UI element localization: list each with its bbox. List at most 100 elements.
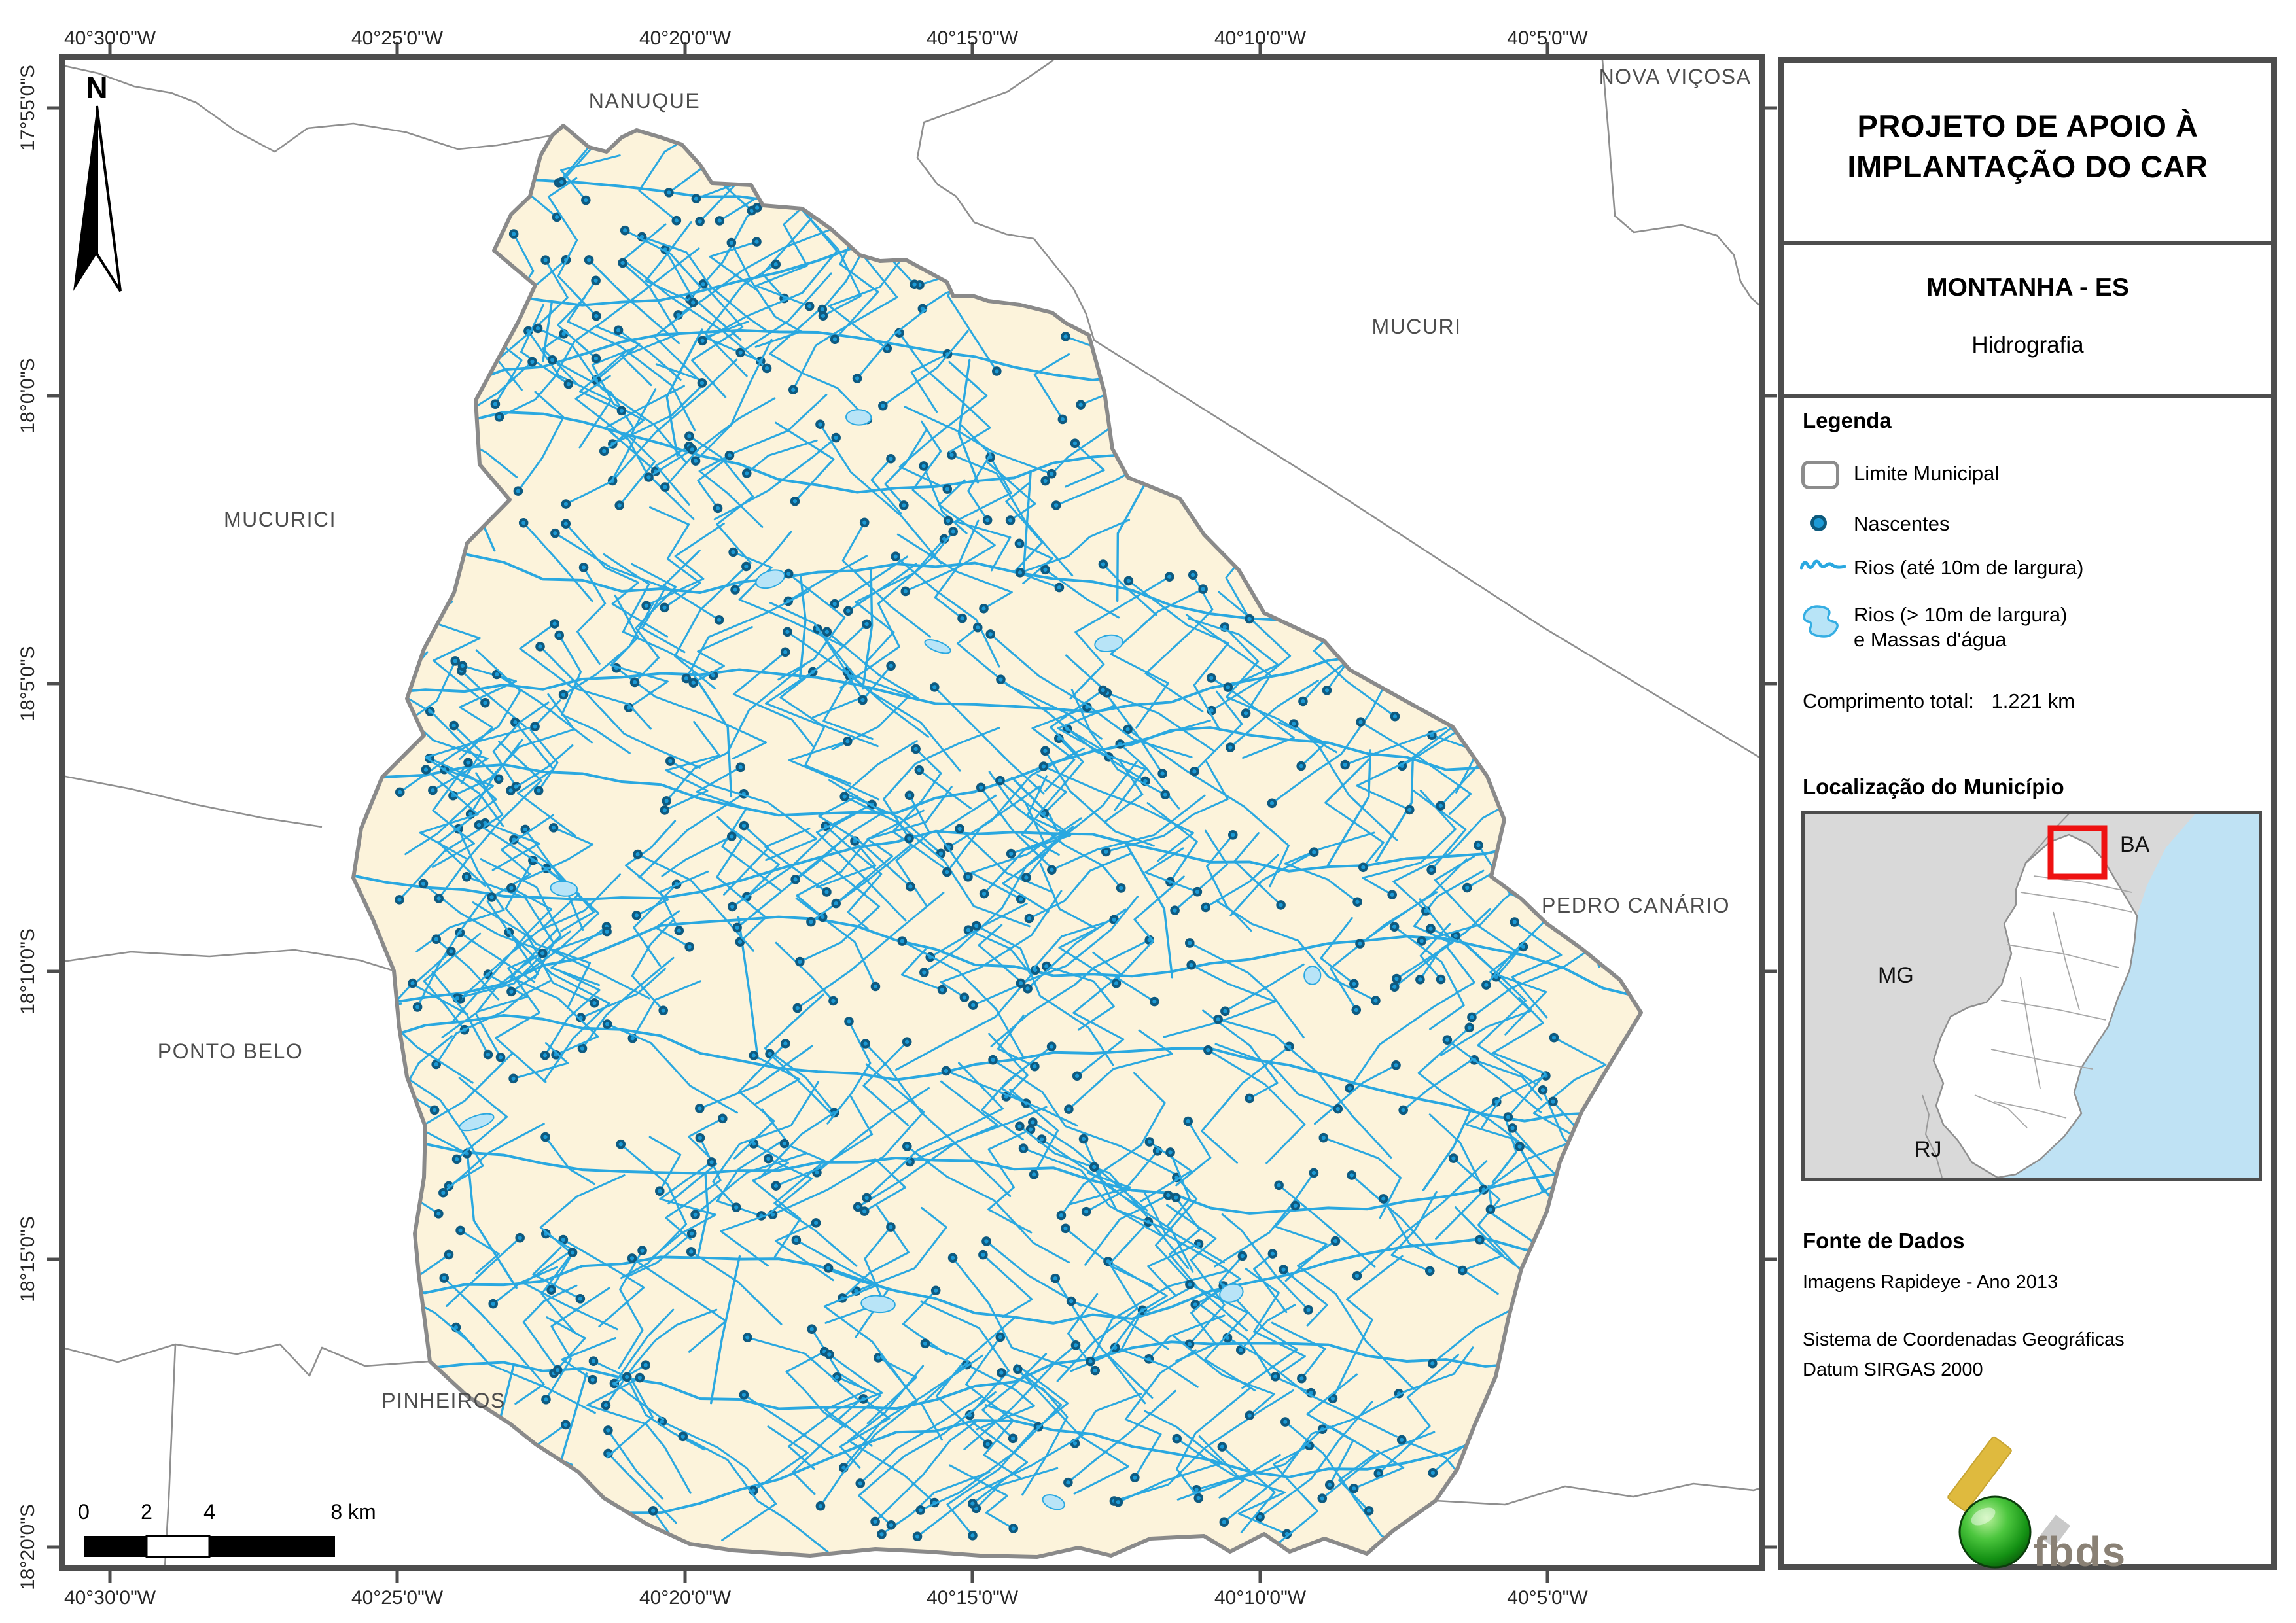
river-tributary <box>1223 1389 1409 1524</box>
spring-dot <box>1270 1372 1280 1382</box>
river-tributary <box>936 794 997 878</box>
river-tributary <box>855 538 945 665</box>
spring-dot <box>513 486 523 496</box>
spring-dot <box>1021 873 1031 882</box>
spring-dot <box>943 515 953 526</box>
spring-dot <box>807 1324 817 1335</box>
river-tributary <box>663 397 776 489</box>
river-connector <box>957 358 980 484</box>
water-body <box>459 1113 495 1132</box>
river-tributary <box>697 393 828 510</box>
spring-dot <box>444 1249 454 1260</box>
legend-item-limite: Limite Municipal <box>1800 453 2258 492</box>
river-tributary <box>992 1058 1180 1177</box>
spring-dot <box>537 948 548 958</box>
spring-dot <box>660 602 669 613</box>
spring-dot <box>886 453 896 464</box>
river-tributary <box>690 1250 783 1325</box>
spring-dot <box>947 450 957 460</box>
river-tributary <box>1356 1160 1488 1277</box>
river-tributary <box>828 255 905 350</box>
river-tributary <box>694 1153 807 1216</box>
spring-dot <box>548 823 559 833</box>
spring-dot <box>1345 1083 1355 1093</box>
spring-dot <box>1340 759 1350 770</box>
river-tributary <box>815 840 877 888</box>
river-tributary <box>1428 1113 1485 1191</box>
river-tributary <box>794 778 885 881</box>
spring-dot <box>1030 1061 1040 1072</box>
river-tributary <box>607 1429 664 1500</box>
spring-dot <box>1290 1200 1301 1211</box>
scalebar-end-label: 8 km <box>330 1500 376 1524</box>
river-tributary <box>988 771 1122 889</box>
spring-dot <box>493 774 504 784</box>
spring-dot <box>948 527 958 536</box>
river-tributary <box>785 1350 847 1429</box>
river-tributary <box>1362 789 1457 896</box>
river-tributary <box>774 1221 834 1282</box>
spring-dot <box>749 1051 759 1060</box>
logo-green-sphere-icon <box>1958 1495 2032 1569</box>
river-tributary <box>539 645 701 769</box>
river-tributary <box>1284 831 1375 903</box>
river-tributary <box>1320 916 1355 985</box>
spring-dot <box>995 775 1005 786</box>
legend-item-label: Nascentes <box>1854 512 1950 535</box>
river-tributary <box>981 1045 1053 1141</box>
spring-dot <box>577 1043 588 1053</box>
river-connector <box>1010 776 1059 832</box>
municipality-outline <box>351 124 1643 1559</box>
spring-dot <box>735 347 745 358</box>
river-tributary <box>1193 690 1243 773</box>
spring-dot <box>963 872 973 882</box>
river-tributary <box>442 1123 545 1194</box>
river-tributary <box>631 563 677 684</box>
spring-dot <box>862 1193 872 1203</box>
spring-dot <box>561 1420 571 1430</box>
river-trunk <box>353 135 1641 203</box>
spring-dot <box>1170 905 1180 915</box>
river-tributary <box>540 1251 576 1334</box>
lon-label-bottom: 40°30'0"W <box>64 1587 156 1609</box>
river-tributary <box>1395 898 1454 980</box>
project-title-line1: PROJETO DE APOIO À <box>1857 109 2199 143</box>
river-tributary <box>864 1043 1012 1198</box>
river-tributary <box>451 886 553 1023</box>
river-tributary <box>1314 1064 1398 1125</box>
river-tributary <box>892 748 945 869</box>
river-tributary <box>663 720 720 811</box>
river-tributary <box>1205 854 1279 909</box>
river-tributary <box>539 1174 626 1291</box>
spring-dot <box>1333 1104 1343 1114</box>
spring-dot <box>806 916 816 927</box>
spring-dot <box>968 1000 978 1010</box>
lat-label-left: 17°55'0"S <box>17 65 39 151</box>
scalebar-label: 0 <box>78 1500 90 1524</box>
river-tributary <box>704 263 777 377</box>
river-tributary <box>1163 964 1277 1038</box>
river-tributary <box>524 828 600 975</box>
spring-dot <box>902 1037 912 1047</box>
river-tributary <box>752 1054 800 1106</box>
spring-dot <box>691 194 701 203</box>
river-tributary <box>1349 946 1475 1090</box>
spring-dot <box>942 867 952 877</box>
municipality-border <box>351 124 1643 1559</box>
spring-dot <box>817 304 828 315</box>
spring-dot <box>1387 890 1397 900</box>
spring-dot <box>546 1285 556 1295</box>
river-tributary <box>881 330 969 407</box>
river-tributary <box>1114 1346 1199 1388</box>
river-connector <box>1430 260 1482 366</box>
spring-dot <box>882 343 892 353</box>
spring-dot <box>567 1248 578 1257</box>
river-tributary <box>561 1337 616 1381</box>
spring-dot <box>515 1232 525 1243</box>
spring-dot <box>439 1273 450 1283</box>
river-tributary <box>1221 1213 1310 1311</box>
spring-dot <box>1548 1096 1558 1107</box>
river-tributary <box>1117 1410 1223 1503</box>
spring-dot <box>1442 1035 1453 1045</box>
river-tributary <box>798 858 881 963</box>
